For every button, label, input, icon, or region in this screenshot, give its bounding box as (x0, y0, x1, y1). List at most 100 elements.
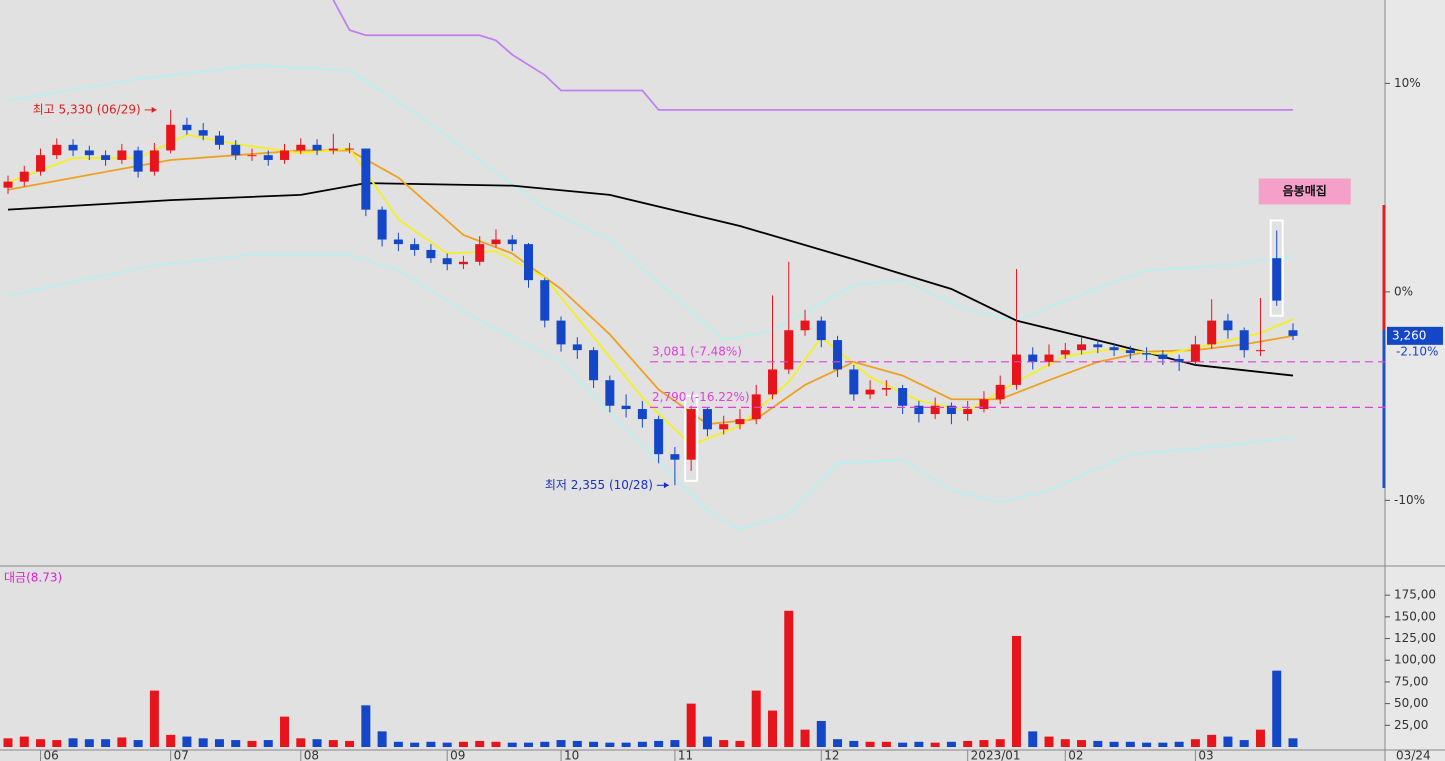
candle-body (995, 384, 1005, 400)
volume-bar (458, 741, 468, 747)
volume-bar (1060, 739, 1070, 747)
y-tick-label: 175,00 (1394, 588, 1436, 602)
volume-bar (19, 736, 29, 747)
volume-bar (231, 740, 241, 747)
volume-bar (686, 703, 696, 747)
volume-bar (833, 739, 843, 747)
high-label: 최고 5,330 (06/29) (33, 102, 141, 116)
candle-body (914, 405, 924, 415)
candle-body (849, 369, 859, 395)
volume-bar (1125, 741, 1135, 747)
candle-body (198, 130, 208, 136)
indicator-line (7, 253, 1294, 531)
volume-bar (1044, 736, 1054, 747)
highlight-box (1269, 219, 1284, 317)
x-tick-label: 10 (564, 749, 579, 761)
candle-body (605, 380, 615, 406)
y-tick-label: 50,00 (1394, 696, 1428, 710)
volume-bar (507, 742, 517, 747)
volume-bar (475, 740, 485, 747)
candle-body (52, 144, 62, 156)
candle-body (816, 320, 826, 341)
candle-body (637, 409, 647, 420)
candle-body (214, 135, 224, 145)
volume-bar (556, 740, 566, 747)
x-tick-label: 07 (174, 749, 189, 761)
volume-bar (963, 740, 973, 747)
volume-bar (133, 740, 143, 747)
volume-bar (751, 690, 761, 747)
candle-body (475, 244, 485, 262)
volume-bar (393, 741, 403, 747)
candle-body (1223, 320, 1233, 331)
volume-bar (995, 739, 1005, 747)
candle-body (345, 148, 355, 150)
volume-bar (1207, 734, 1217, 747)
candle-body (328, 148, 338, 151)
volume-bar (426, 741, 436, 747)
candle-body (1190, 344, 1200, 362)
volume-bar (621, 742, 631, 747)
candle-body (296, 144, 306, 151)
volume-bar (1174, 741, 1184, 747)
candle-body (1142, 353, 1152, 355)
x-tick-label: 08 (304, 749, 319, 761)
candle-body (1272, 258, 1282, 301)
candle-body (540, 280, 550, 321)
candle-body (556, 320, 566, 345)
candle-body (312, 144, 322, 151)
candle-body (800, 320, 810, 331)
candle-body (507, 239, 517, 245)
y2-tick-label: -10% (1394, 493, 1425, 507)
volume-bar (198, 738, 208, 747)
volume-bar (84, 739, 94, 747)
indicator-line (332, 0, 1293, 111)
candle-body (963, 409, 973, 415)
high-arrow-head (151, 106, 157, 113)
y-tick-label: 25,00 (1394, 718, 1428, 732)
volume-bar (361, 705, 371, 747)
volume-bar (247, 740, 257, 747)
x-tick-label: 09 (450, 749, 465, 761)
candle-body (410, 244, 420, 250)
x-tick-label: 06 (44, 749, 59, 761)
volume-bar (312, 739, 322, 747)
candle-body (572, 344, 582, 351)
volume-bar (898, 742, 908, 747)
candle-body (670, 454, 680, 460)
volume-bar (572, 740, 582, 747)
candle-body (263, 155, 273, 160)
volume-bar (36, 739, 46, 747)
candle-body (19, 171, 29, 182)
candle-body (833, 340, 843, 370)
candle-body (751, 394, 761, 420)
candle-body (231, 144, 241, 156)
y-tick-label: 150,00 (1394, 609, 1436, 623)
candle-body (117, 150, 127, 160)
volume-bar (816, 720, 826, 747)
volume-bar (296, 738, 306, 747)
volume-bar (1093, 740, 1103, 747)
volume-bar (702, 736, 712, 747)
candle-body (1288, 330, 1298, 336)
candle-body (393, 239, 403, 245)
volume-bar (719, 740, 729, 747)
volume-bar (1109, 741, 1119, 747)
volume-bar (784, 610, 794, 747)
volume-bar (979, 740, 989, 747)
volume-bar (930, 742, 940, 747)
volume-bar (117, 737, 127, 747)
candle-body (1239, 330, 1249, 351)
candle-body (930, 405, 940, 415)
candle-body (280, 150, 290, 160)
y2-tick-label: 10% (1394, 76, 1421, 90)
candle-body (735, 419, 745, 425)
box-label: 음봉매집 (1283, 183, 1327, 198)
volume-bar (345, 740, 355, 747)
volume-bar (637, 741, 647, 747)
volume-bar (1288, 738, 1298, 747)
volume-bar (263, 740, 273, 747)
volume-bar (540, 741, 550, 747)
